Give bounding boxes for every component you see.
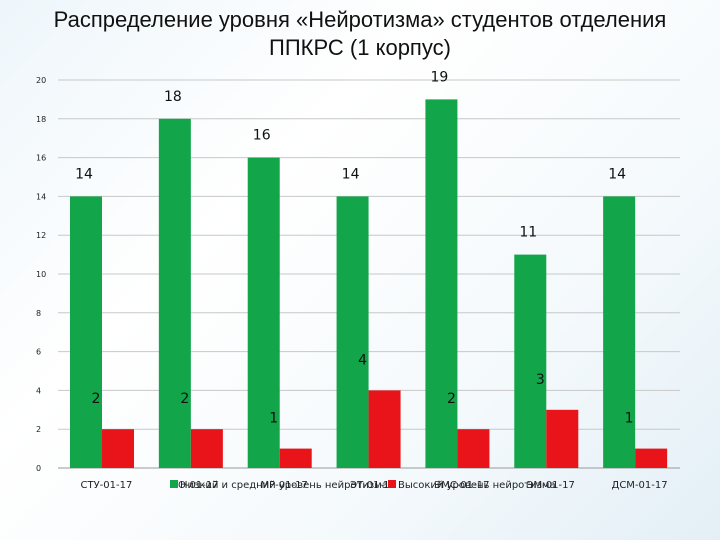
bar-low-medium-0 xyxy=(70,196,102,468)
legend-label-0: Низкий и средний уровень нейротизма xyxy=(180,480,388,491)
x-category-label: ЭТ-01-17 xyxy=(350,480,396,491)
y-tick-label: 6 xyxy=(36,348,41,357)
data-label: 14 xyxy=(342,166,360,182)
x-axis-categories: СТУ-01-17 ТО-01-17 МР-01-17 ЭТ-01-17 ЭМС-01-… xyxy=(80,480,667,491)
bar-high-1 xyxy=(190,429,223,468)
data-label: 3 xyxy=(536,372,545,388)
data-label: 14 xyxy=(75,166,93,182)
data-label: 19 xyxy=(431,69,449,85)
bar-high-6 xyxy=(635,448,668,468)
data-label: 1 xyxy=(625,411,634,427)
bar-high-3 xyxy=(368,390,401,468)
bar-low-medium-2 xyxy=(247,157,280,468)
x-category-label: СТУ-01-17 xyxy=(80,480,132,491)
bar-high-4 xyxy=(457,429,490,468)
data-label: 2 xyxy=(447,391,456,407)
y-tick-label: 18 xyxy=(36,115,46,124)
legend-swatch-0 xyxy=(170,480,178,488)
x-category-label: ТО-01-17 xyxy=(171,480,219,491)
legend-label-1: Высокий уровень нейротизма xyxy=(398,480,556,491)
data-label: 18 xyxy=(164,89,182,105)
x-category-label: ЭМС-01-17 xyxy=(434,480,489,491)
bars xyxy=(70,99,668,469)
data-label: 1 xyxy=(269,411,278,427)
chart-title-line-2: ППКРС (1 корпус) xyxy=(269,35,451,60)
data-labels: 14 2 18 2 16 1 14 4 19 2 11 3 14 1 xyxy=(75,69,634,426)
y-tick-label: 20 xyxy=(36,76,46,85)
x-category-label: ДСМ-01-17 xyxy=(612,480,668,491)
bar-low-medium-4 xyxy=(425,99,458,469)
y-tick-label: 16 xyxy=(36,154,46,163)
bar-high-0 xyxy=(102,429,134,468)
y-axis-ticks: 0 2 4 6 8 10 12 14 16 18 20 xyxy=(36,76,46,473)
bar-high-5 xyxy=(546,409,579,468)
bar-low-medium-6 xyxy=(603,196,636,468)
bar-low-medium-5 xyxy=(514,254,547,468)
data-label: 11 xyxy=(519,225,537,241)
bar-high-2 xyxy=(279,448,312,468)
y-tick-label: 4 xyxy=(36,386,41,395)
data-label: 2 xyxy=(180,391,189,407)
data-label: 16 xyxy=(253,128,271,144)
y-tick-label: 0 xyxy=(36,464,41,473)
data-label: 4 xyxy=(358,352,367,368)
y-tick-label: 8 xyxy=(36,309,41,318)
bar-low-medium-1 xyxy=(158,118,191,469)
y-tick-label: 2 xyxy=(36,425,41,434)
bar-low-medium-3 xyxy=(336,196,369,468)
y-tick-label: 12 xyxy=(36,231,46,240)
y-tick-label: 10 xyxy=(36,270,46,279)
data-label: 14 xyxy=(608,166,626,182)
data-label: 2 xyxy=(92,391,101,407)
x-category-label: МР-01-17 xyxy=(260,480,307,491)
x-category-label: ЭМ-01-17 xyxy=(527,480,575,491)
legend: Низкий и средний уровень нейротизма Высок… xyxy=(170,480,556,491)
y-tick-label: 14 xyxy=(36,192,46,201)
chart-title-line-1: Распределение уровня «Нейротизма» студен… xyxy=(53,7,667,32)
chart-title: Распределение уровня «Нейротизма» студен… xyxy=(0,6,720,62)
legend-swatch-1 xyxy=(388,480,396,488)
